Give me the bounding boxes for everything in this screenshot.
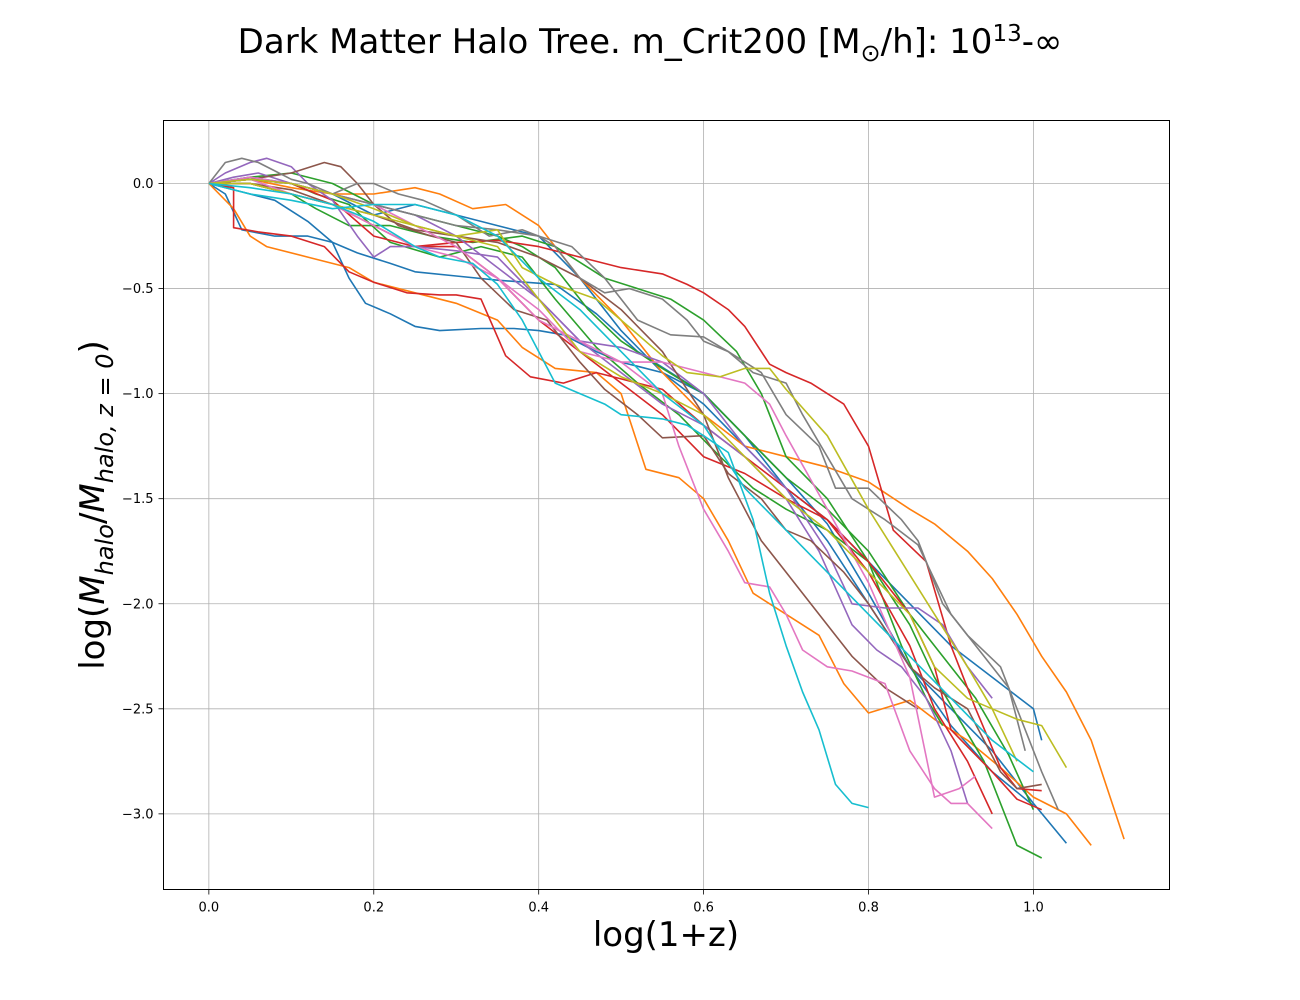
x-tick-label: 0.2 [363, 901, 384, 916]
halo-mass-history-line [208, 182, 1034, 807]
x-tick-label: 0.6 [693, 901, 714, 916]
halo-mass-history-line [208, 182, 869, 809]
halo-mass-history-line [208, 161, 1042, 790]
x-tick-label: 1.0 [1023, 901, 1044, 916]
y-label-sub1: halo [91, 524, 119, 575]
title-main-text: Dark Matter Halo Tree. m_Crit200 [M [238, 22, 861, 62]
title-units-text: /h]: 10 [881, 22, 993, 62]
axis-ticks: 0.0 0.2 0.4 0.6 0.8 1.0 0.0 −0.5 −1.0 −1.5 −2.0 −2.… [122, 177, 1044, 915]
title-tail: -∞ [1022, 22, 1063, 62]
halo-mass-history-line [208, 178, 1043, 859]
y-tick-label: −2.5 [122, 702, 154, 717]
y-tick-label: −1.5 [122, 492, 154, 507]
y-label-prefix: log( [73, 605, 113, 670]
halo-mass-history-line [208, 182, 1068, 769]
halo-mass-history-line [208, 157, 1059, 811]
y-axis-label: log(Mhalo/Mhalo, z = 0) [73, 340, 119, 670]
x-tick-label: 0.4 [528, 901, 549, 916]
halo-mass-history-line [208, 178, 1026, 752]
y-tick-label: −3.0 [122, 807, 154, 822]
y-tick-label: −2.0 [122, 597, 154, 612]
halo-mass-history-line [208, 157, 993, 699]
plot-frame [163, 120, 1170, 890]
y-label-sub2: halo, z = 0 [91, 353, 119, 483]
grid-lines [163, 120, 1170, 890]
y-tick-label: −0.5 [122, 282, 154, 297]
chart-title: Dark Matter Halo Tree. m_Crit200 [M⊙/h]:… [238, 21, 1063, 67]
title-exponent: 13 [992, 21, 1021, 47]
halo-mass-history-line [208, 178, 1018, 762]
y-label-m2: M [73, 483, 113, 512]
sun-symbol: ⊙ [861, 39, 881, 67]
halo-mass-history-line [208, 178, 1125, 840]
halo-mass-history-line [208, 182, 1034, 773]
y-label-suffix: ) [73, 340, 113, 353]
x-tick-label: 0.0 [199, 901, 220, 916]
y-tick-label: 0.0 [133, 177, 154, 192]
halo-mass-history-line [208, 182, 944, 727]
series-lines [208, 157, 1125, 859]
y-label-m1: M [73, 575, 113, 604]
halo-mass-history-line [208, 182, 1043, 811]
y-tick-label: −1.0 [122, 387, 154, 402]
halo-mass-history-line [208, 178, 993, 830]
halo-mass-history-line [208, 178, 1042, 792]
halo-mass-history-line [208, 182, 1068, 844]
y-label-slash: / [73, 512, 113, 524]
x-tick-label: 0.8 [858, 901, 879, 916]
x-axis-label: log(1+z) [593, 915, 739, 955]
halo-mass-history-line [208, 176, 1043, 741]
halo-mass-history-line [208, 172, 1035, 811]
